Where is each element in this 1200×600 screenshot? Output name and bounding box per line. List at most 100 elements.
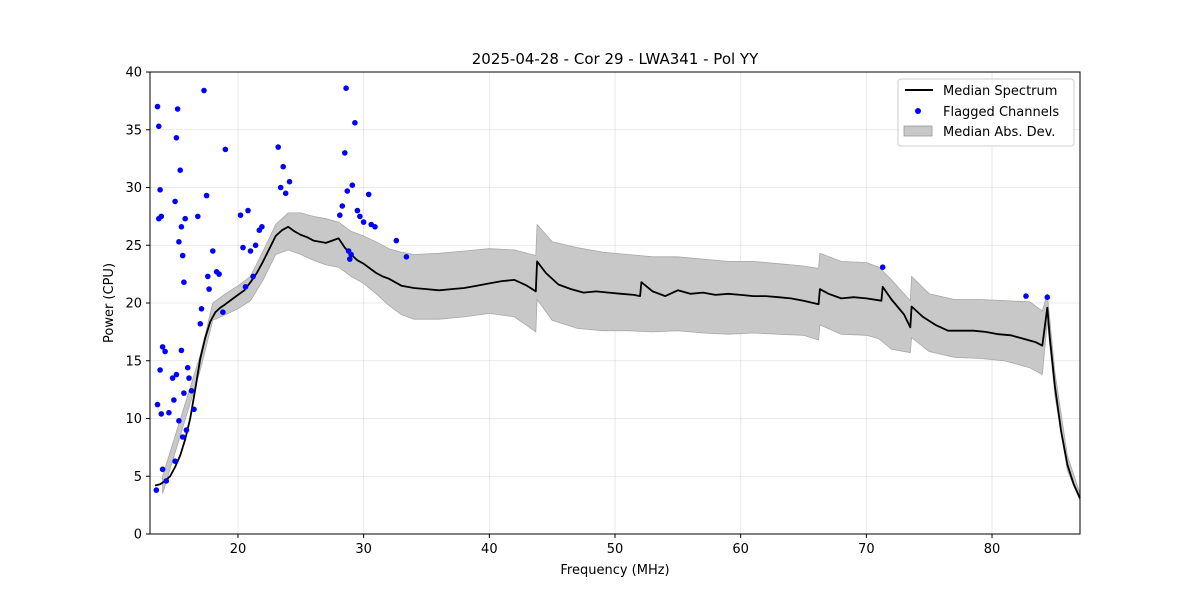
flagged-channel-point	[179, 252, 186, 259]
flagged-channel-point	[348, 251, 354, 258]
flagged-channel-point	[349, 182, 356, 188]
median-spectrum	[154, 225, 1081, 499]
flagged-channel-point	[158, 411, 165, 417]
flagged-channel-point	[173, 135, 180, 141]
flagged-channel-point	[191, 406, 197, 413]
flagged-channel-point	[178, 347, 185, 354]
flagged-channel-point	[171, 397, 177, 403]
flagged-channel-point	[252, 242, 259, 249]
flagged-channel-point	[157, 187, 163, 193]
flagged-channel-point	[153, 487, 160, 493]
flagged-channel-point	[216, 271, 222, 277]
flagged-channel-point	[162, 348, 168, 355]
flagged-channel-point	[198, 306, 205, 312]
flagged-channel-point	[205, 273, 211, 280]
flagged-channel-point	[352, 120, 358, 126]
flagged-channel-point	[372, 224, 378, 230]
flagged-channel-point	[179, 434, 186, 440]
y-tick-label: 35	[125, 123, 142, 138]
median-abs-dev-band	[162, 212, 1081, 501]
y-tick-label: 30	[125, 181, 142, 196]
legend-label-flagged-channels: Flagged Channels	[943, 105, 1059, 120]
x-axis-label: Frequency (MHz)	[560, 563, 669, 578]
x-tick-label: 70	[858, 542, 875, 557]
flagged-channel-point	[259, 224, 265, 230]
y-tick-label: 0	[134, 528, 142, 543]
flagged-channel-point	[286, 178, 293, 185]
flagged-channel-point	[339, 203, 346, 209]
x-tick-label: 50	[607, 542, 624, 557]
flagged-channel-point	[280, 163, 287, 170]
flagged-channel-point	[178, 224, 185, 230]
flagged-channel-point	[342, 150, 348, 156]
flagged-channel-point	[344, 188, 351, 194]
flagged-channel-point	[188, 388, 195, 394]
flagged-channel-point	[240, 244, 246, 251]
flagged-channel-point	[354, 207, 361, 214]
flagged-channel-point	[181, 279, 187, 286]
legend: Median Spectrum Flagged Channels Median …	[897, 78, 1075, 147]
x-tick-label: 20	[230, 542, 247, 557]
y-tick-label: 15	[125, 354, 142, 369]
flagged-channel-point	[197, 321, 204, 327]
flagged-channel-point	[365, 191, 372, 198]
flagged-channel-point	[1044, 294, 1051, 301]
x-tick-label: 80	[984, 542, 1001, 557]
flagged-channel-point	[157, 367, 163, 373]
flagged-channel-point	[156, 123, 162, 130]
flagged-channel-point	[275, 144, 282, 150]
flagged-channel-point	[201, 87, 207, 94]
flagged-channel-point	[282, 190, 289, 197]
legend-label-median-spectrum: Median Spectrum	[943, 84, 1057, 99]
flagged-channel-point	[247, 248, 254, 254]
flagged-channel-point	[403, 253, 410, 260]
y-tick-label: 20	[125, 297, 142, 312]
flagged-channel-point	[222, 146, 229, 153]
y-tick-label: 40	[125, 66, 142, 81]
median-spectrum-line	[154, 225, 1081, 499]
flagged-channel-point	[360, 219, 367, 225]
flagged-channels	[153, 85, 1051, 493]
flagged-channel-point	[154, 401, 161, 408]
flagged-channel-point	[172, 198, 178, 205]
flagged-channel-point	[1023, 293, 1029, 299]
flagged-channel-point	[237, 212, 244, 218]
flagged-channel-point	[357, 213, 363, 220]
flagged-channel-point	[203, 192, 210, 199]
flagged-channel-point	[195, 213, 201, 220]
flagged-channel-point	[206, 286, 212, 292]
flagged-channel-point	[182, 215, 188, 222]
flagged-channel-point	[337, 212, 343, 218]
flagged-channel-point	[245, 207, 251, 214]
flagged-channel-point	[176, 239, 182, 245]
flagged-channel-point	[186, 375, 192, 381]
flagged-channel-point	[879, 264, 886, 271]
x-tick-label: 60	[732, 542, 749, 557]
y-tick-label: 25	[125, 239, 142, 254]
x-tick-label: 30	[355, 542, 372, 557]
plot-frame	[149, 71, 1081, 535]
flagged-channel-point	[242, 284, 249, 290]
flagged-channel-point	[159, 344, 166, 350]
x-tick-label: 40	[481, 542, 498, 557]
flagged-channel-point	[173, 371, 180, 378]
legend-marker-swatch	[915, 108, 921, 114]
flagged-channel-point	[210, 248, 216, 254]
flagged-channel-point	[277, 184, 284, 191]
flagged-channel-point	[184, 364, 191, 371]
flagged-channel-point	[172, 458, 178, 465]
flagged-channel-point	[169, 375, 176, 381]
flagged-channel-point	[177, 167, 183, 173]
flagged-channel-point	[183, 427, 190, 433]
chart-title: 2025-04-28 - Cor 29 - LWA341 - Pol YY	[472, 50, 759, 68]
legend-patch-swatch	[903, 125, 933, 137]
flagged-channel-point	[176, 418, 182, 424]
flagged-channel-point	[181, 390, 187, 396]
flagged-channel-point	[154, 103, 161, 110]
flagged-channel-point	[158, 213, 165, 220]
axis-ticks: 20 30 40 50 60 70 80 0 5 10 15 20 25 30 35 40	[125, 66, 1000, 558]
mad-band-area	[162, 212, 1081, 501]
flagged-channel-point	[174, 106, 181, 112]
flagged-channel-point	[163, 478, 170, 484]
